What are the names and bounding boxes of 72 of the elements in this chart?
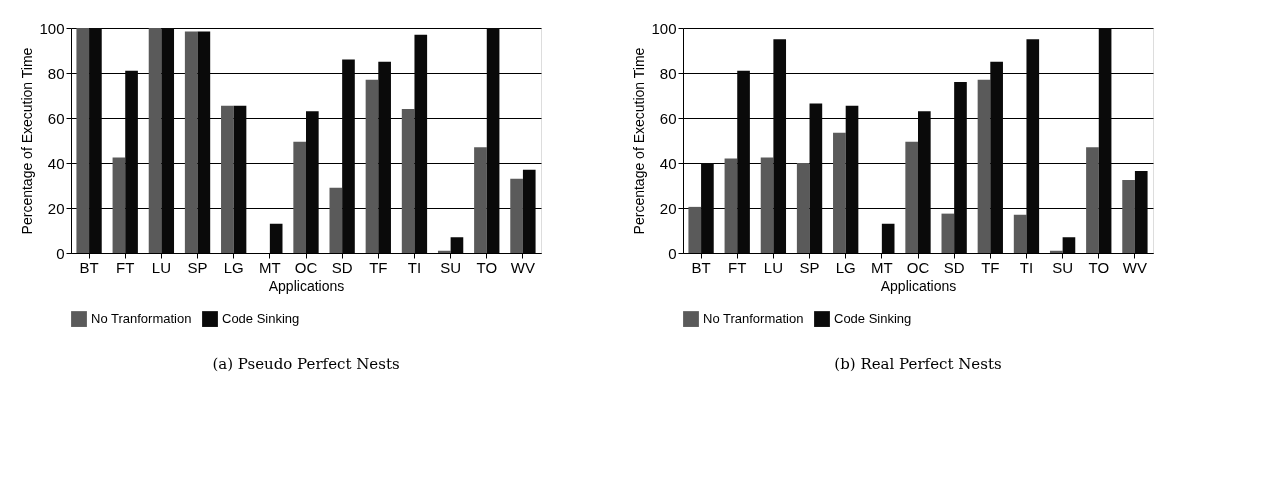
y-tick-label: 100 xyxy=(651,19,677,37)
bar xyxy=(1013,214,1027,253)
y-tick-label: 100 xyxy=(39,19,65,37)
x-tick-label: TO xyxy=(476,258,498,276)
x-tick-label: SD xyxy=(331,258,353,276)
x-tick-label: FT xyxy=(728,258,747,276)
y-tick-label: 40 xyxy=(659,154,677,172)
y-tick-label: 80 xyxy=(47,64,65,82)
legend-label: No Tranformation xyxy=(91,311,192,327)
x-tick-label: LU xyxy=(151,258,171,276)
x-tick-label: TF xyxy=(369,258,388,276)
x-tick-label: FT xyxy=(116,258,135,276)
bar xyxy=(329,187,343,253)
x-tick-label: OC xyxy=(906,258,930,276)
x-tick-label: MT xyxy=(259,258,281,276)
y-tick-label: 0 xyxy=(56,244,65,262)
y-tick-label: 60 xyxy=(659,109,677,127)
bar xyxy=(905,141,918,253)
x-tick-label: WV xyxy=(1122,258,1148,276)
bar xyxy=(941,213,955,253)
bar xyxy=(796,163,810,253)
text: (b) Real Perfect Nests xyxy=(834,355,1002,373)
x-tick-label: OC xyxy=(294,258,318,276)
bar xyxy=(293,141,306,253)
x-tick-label: SP xyxy=(799,258,820,276)
bar xyxy=(184,31,198,253)
x-tick-label: LU xyxy=(763,258,783,276)
x-tick-label: SD xyxy=(943,258,965,276)
bar xyxy=(688,206,702,253)
bar xyxy=(1049,250,1063,253)
y-tick-label: 20 xyxy=(659,199,677,217)
legend-label: Code Sinking xyxy=(222,311,300,327)
x-tick-label: TI xyxy=(407,258,422,276)
x-tick-label: TO xyxy=(1088,258,1110,276)
bar xyxy=(365,79,379,253)
bar xyxy=(112,157,126,253)
text: (a) Pseudo Perfect Nests xyxy=(212,355,400,373)
y-tick-label: 80 xyxy=(659,64,677,82)
bar xyxy=(1086,147,1099,253)
x-tick-label: LG xyxy=(223,258,244,276)
y-tick-label: 20 xyxy=(47,199,65,217)
y-tick-label: 40 xyxy=(47,154,65,172)
bar xyxy=(724,158,738,253)
x-tick-label: WV xyxy=(510,258,536,276)
y-axis-title: Percentage of Execution Time xyxy=(631,47,648,235)
bar xyxy=(833,132,846,253)
x-tick-label: BT xyxy=(79,258,99,276)
x-tick-label: LG xyxy=(835,258,856,276)
legend-label: Code Sinking xyxy=(834,311,912,327)
bar xyxy=(510,178,523,253)
legend-label: No Tranformation xyxy=(703,311,804,327)
bar xyxy=(437,250,451,253)
x-axis-title: Applications xyxy=(268,277,345,294)
y-tick-label: 60 xyxy=(47,109,65,127)
bar xyxy=(76,28,90,253)
x-tick-label: SU xyxy=(1052,258,1074,276)
x-tick-label: BT xyxy=(691,258,711,276)
bar xyxy=(977,79,991,253)
x-tick-label: MT xyxy=(871,258,893,276)
bar xyxy=(760,157,774,253)
x-axis-title: Applications xyxy=(880,277,957,294)
bar xyxy=(148,28,162,253)
x-tick-label: SU xyxy=(440,258,462,276)
y-axis-title: Percentage of Execution Time xyxy=(19,47,36,235)
x-tick-label: TI xyxy=(1019,258,1034,276)
bar xyxy=(221,105,234,253)
x-tick-label: TF xyxy=(981,258,1000,276)
bar xyxy=(401,109,415,253)
bar xyxy=(474,147,487,253)
y-tick-label: 0 xyxy=(668,244,677,262)
x-tick-label: SP xyxy=(187,258,208,276)
bar xyxy=(1122,179,1135,253)
